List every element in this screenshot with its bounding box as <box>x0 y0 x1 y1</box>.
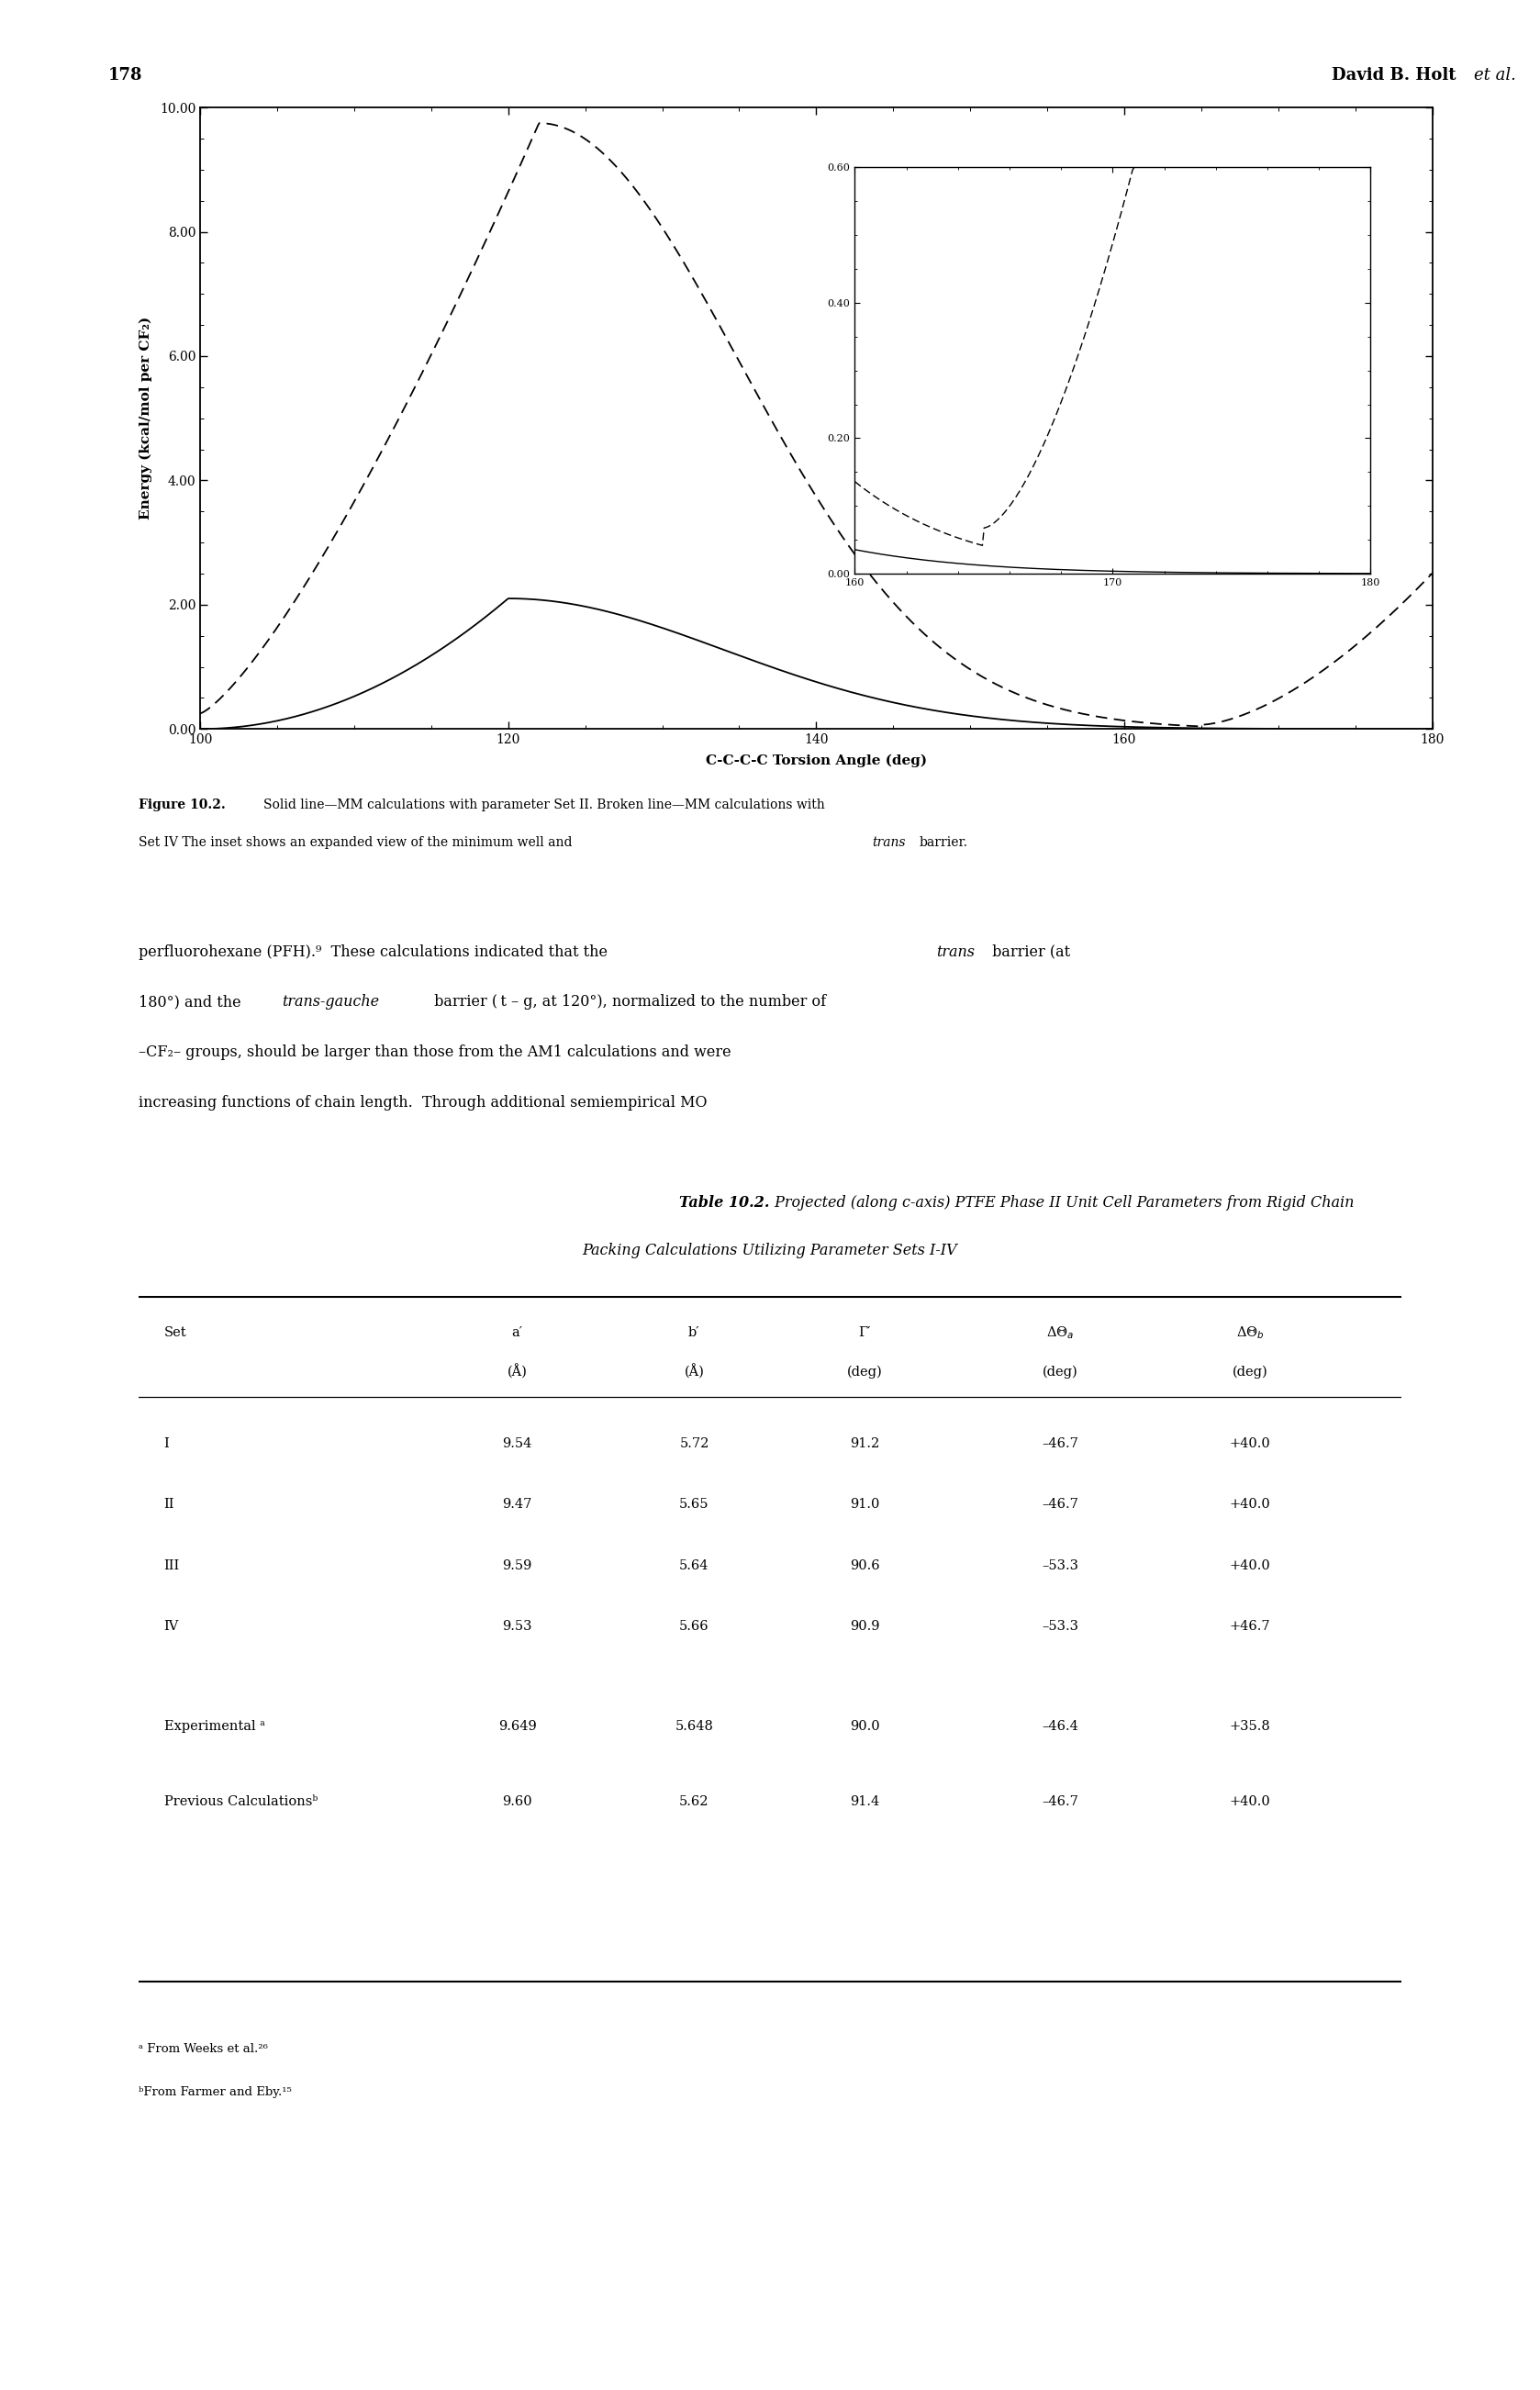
Text: 5.62: 5.62 <box>679 1795 708 1809</box>
Text: trans-gauche: trans-gauche <box>282 994 379 1011</box>
Text: increasing functions of chain length.  Through additional semiempirical MO: increasing functions of chain length. Th… <box>139 1095 707 1111</box>
Text: –53.3: –53.3 <box>1043 1558 1080 1573</box>
Text: 91.0: 91.0 <box>850 1499 879 1510</box>
Text: 9.649: 9.649 <box>499 1721 536 1733</box>
Text: 178: 178 <box>108 67 142 84</box>
Text: 90.0: 90.0 <box>850 1721 879 1733</box>
X-axis label: C-C-C-C Torsion Angle (deg): C-C-C-C Torsion Angle (deg) <box>705 753 927 767</box>
Text: barrier (at: barrier (at <box>987 944 1070 961</box>
Text: –46.7: –46.7 <box>1043 1499 1078 1510</box>
Text: –53.3: –53.3 <box>1043 1620 1080 1632</box>
Text: +40.0: +40.0 <box>1229 1558 1270 1573</box>
Text: (deg): (deg) <box>1043 1365 1078 1379</box>
Text: (Å): (Å) <box>684 1365 704 1379</box>
Text: 180°) and the: 180°) and the <box>139 994 246 1011</box>
Text: trans: trans <box>936 944 975 961</box>
Text: 9.54: 9.54 <box>502 1436 533 1451</box>
Text: 5.648: 5.648 <box>675 1721 713 1733</box>
Text: Set: Set <box>163 1326 186 1338</box>
Text: 90.9: 90.9 <box>850 1620 879 1632</box>
Text: Set IV The inset shows an expanded view of the minimum well and: Set IV The inset shows an expanded view … <box>139 836 576 848</box>
Text: a′: a′ <box>511 1326 524 1338</box>
Text: Solid line—MM calculations with parameter Set II. Broken line—MM calculations wi: Solid line—MM calculations with paramete… <box>263 798 825 810</box>
Text: +40.0: +40.0 <box>1229 1795 1270 1809</box>
Text: perfluorohexane (PFH).⁹  These calculations indicated that the: perfluorohexane (PFH).⁹ These calculatio… <box>139 944 613 961</box>
Text: 91.2: 91.2 <box>850 1436 879 1451</box>
Text: –46.4: –46.4 <box>1043 1721 1078 1733</box>
Text: et al.: et al. <box>1474 67 1515 84</box>
Text: trans: trans <box>872 836 906 848</box>
Text: Figure 10.2.: Figure 10.2. <box>139 798 225 810</box>
Text: barrier ( t – g, at 120°), normalized to the number of: barrier ( t – g, at 120°), normalized to… <box>430 994 827 1011</box>
Text: ᵇFrom Farmer and Eby.¹⁵: ᵇFrom Farmer and Eby.¹⁵ <box>139 2086 291 2098</box>
Text: ΔΘ$_b$: ΔΘ$_b$ <box>1235 1324 1264 1341</box>
Text: 9.59: 9.59 <box>502 1558 533 1573</box>
Text: Previous Calculationsᵇ: Previous Calculationsᵇ <box>163 1795 317 1809</box>
Text: +40.0: +40.0 <box>1229 1436 1270 1451</box>
Text: Projected (along c-axis) PTFE Phase II Unit Cell Parameters from Rigid Chain: Projected (along c-axis) PTFE Phase II U… <box>770 1195 1354 1212</box>
Text: 9.47: 9.47 <box>502 1499 533 1510</box>
Text: +35.8: +35.8 <box>1229 1721 1270 1733</box>
Text: barrier.: barrier. <box>919 836 969 848</box>
Text: +46.7: +46.7 <box>1229 1620 1270 1632</box>
Text: (deg): (deg) <box>1232 1365 1267 1379</box>
Text: 5.64: 5.64 <box>679 1558 708 1573</box>
Text: 5.72: 5.72 <box>679 1436 708 1451</box>
Text: Table 10.2.: Table 10.2. <box>679 1195 770 1212</box>
Text: 5.66: 5.66 <box>679 1620 710 1632</box>
Text: ΔΘ$_a$: ΔΘ$_a$ <box>1047 1324 1075 1341</box>
Text: Packing Calculations Utilizing Parameter Sets I-IV: Packing Calculations Utilizing Parameter… <box>582 1243 958 1260</box>
Text: ᵃ From Weeks et al.²⁶: ᵃ From Weeks et al.²⁶ <box>139 2043 268 2055</box>
Text: –CF₂– groups, should be larger than those from the AM1 calculations and were: –CF₂– groups, should be larger than thos… <box>139 1044 731 1061</box>
Text: III: III <box>163 1558 180 1573</box>
Text: 9.60: 9.60 <box>502 1795 533 1809</box>
Text: 9.53: 9.53 <box>502 1620 533 1632</box>
Text: 5.65: 5.65 <box>679 1499 708 1510</box>
Text: David B. Holt: David B. Holt <box>1332 67 1461 84</box>
Text: +40.0: +40.0 <box>1229 1499 1270 1510</box>
Text: (Å): (Å) <box>507 1365 528 1379</box>
Text: I: I <box>163 1436 169 1451</box>
Y-axis label: Energy (kcal/mol per CF₂): Energy (kcal/mol per CF₂) <box>139 318 152 519</box>
Text: (deg): (deg) <box>847 1365 882 1379</box>
Text: 90.6: 90.6 <box>850 1558 879 1573</box>
Text: II: II <box>163 1499 174 1510</box>
Text: –46.7: –46.7 <box>1043 1795 1078 1809</box>
Text: IV: IV <box>163 1620 179 1632</box>
Text: Experimental ᵃ: Experimental ᵃ <box>163 1721 265 1733</box>
Text: 91.4: 91.4 <box>850 1795 879 1809</box>
Text: Γ′: Γ′ <box>858 1326 872 1338</box>
Text: b′: b′ <box>688 1326 701 1338</box>
Text: –46.7: –46.7 <box>1043 1436 1078 1451</box>
